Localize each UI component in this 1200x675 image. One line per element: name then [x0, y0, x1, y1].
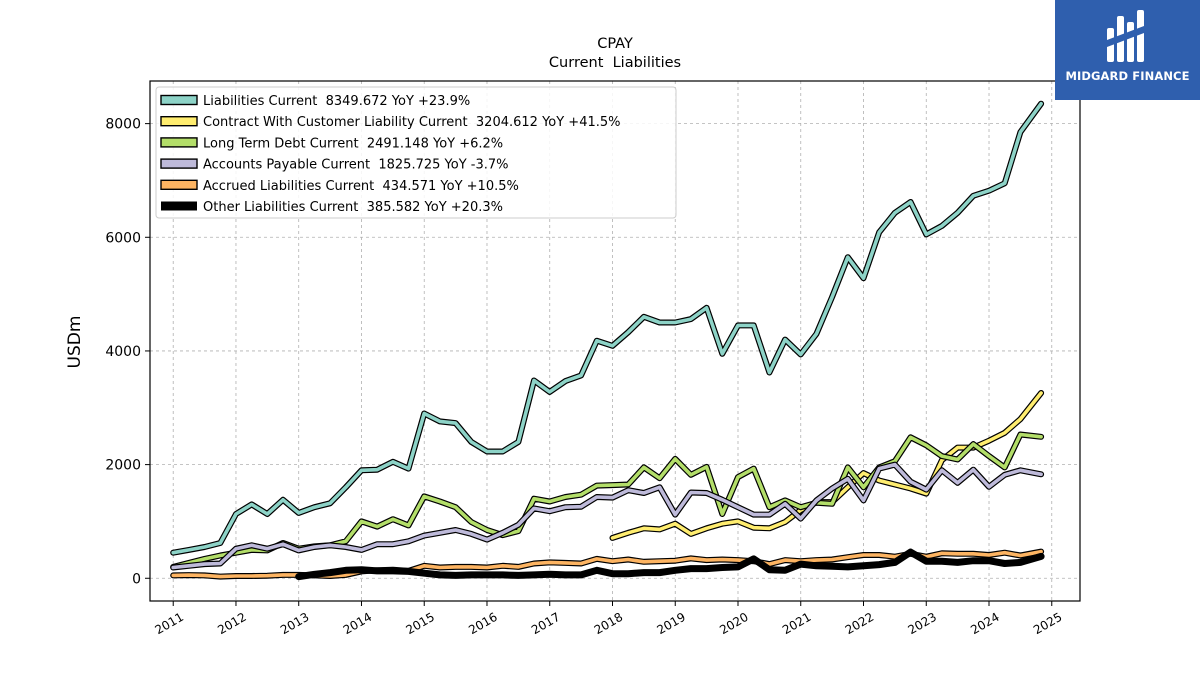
x-tick-label: 2019 [655, 610, 688, 637]
series-5 [295, 548, 1045, 581]
y-tick-label: 4000 [105, 344, 141, 360]
x-tick-label: 2020 [717, 610, 750, 637]
legend-box [155, 86, 677, 219]
y-tick-label: 0 [132, 571, 141, 587]
legend-label: Accounts Payable Current 1825.725 YoY -3… [203, 158, 508, 173]
legend-item: Contract With Customer Liability Current… [160, 115, 621, 130]
legend-swatch [160, 137, 198, 148]
series-lines [170, 100, 1045, 581]
x-tick-label: 2024 [968, 610, 1001, 637]
x-tick-label: 2016 [466, 610, 499, 637]
legend: Liabilities Current 8349.672 YoY +23.9% C… [155, 86, 677, 219]
legend-item: Long Term Debt Current 2491.148 YoY +6.2… [160, 136, 503, 151]
series-line [171, 462, 1043, 570]
x-tick-label: 2022 [843, 610, 876, 637]
legend-label: Accrued Liabilities Current 434.571 YoY … [203, 179, 519, 194]
legend-item: Other Liabilities Current 385.582 YoY +2… [161, 200, 503, 215]
legend-label: Contract With Customer Liability Current… [203, 115, 621, 130]
y-tick-label: 8000 [105, 117, 141, 133]
legend-swatch [160, 179, 198, 191]
brand-name: MIDGARD FINANCE [1065, 69, 1190, 83]
legend-swatch [160, 158, 198, 169]
x-tick-label: 2017 [529, 610, 562, 637]
legend-label: Other Liabilities Current 385.582 YoY +2… [203, 200, 503, 215]
series-0 [170, 100, 1045, 556]
series-line [295, 548, 1045, 581]
x-tick-label: 2011 [152, 610, 185, 637]
legend-label: Liabilities Current 8349.672 YoY +23.9% [203, 94, 470, 109]
x-tick-label: 2015 [404, 610, 437, 637]
legend-swatch [161, 201, 197, 211]
x-tick-label: 2012 [215, 610, 248, 637]
x-tick-label: 2021 [780, 610, 813, 637]
y-axis-label: USDm [65, 316, 85, 369]
x-tick-label: 2023 [906, 610, 939, 637]
brand-logo-icon [1107, 10, 1144, 62]
legend-item: Liabilities Current 8349.672 YoY +23.9% [160, 94, 470, 109]
x-tick-label: 2025 [1031, 610, 1064, 637]
chart-title: CPAY [597, 36, 633, 52]
x-tick-label: 2014 [341, 610, 374, 637]
y-tick-label: 2000 [105, 458, 141, 474]
x-tick-label: 2013 [278, 610, 311, 637]
legend-label: Long Term Debt Current 2491.148 YoY +6.2… [203, 136, 503, 151]
legend-item: Accrued Liabilities Current 434.571 YoY … [160, 179, 519, 194]
legend-swatch [160, 115, 198, 127]
series-line [171, 101, 1043, 555]
chart-subtitle: Current Liabilities [549, 55, 681, 71]
series-3 [170, 461, 1045, 571]
brand-logo: MIDGARD FINANCE [1055, 0, 1200, 100]
x-tick-label: 2018 [592, 610, 625, 637]
plot-frame [149, 80, 1081, 602]
legend-swatch [160, 94, 198, 106]
y-tick-label: 6000 [105, 230, 141, 246]
legend-item: Accounts Payable Current 1825.725 YoY -3… [160, 158, 508, 173]
